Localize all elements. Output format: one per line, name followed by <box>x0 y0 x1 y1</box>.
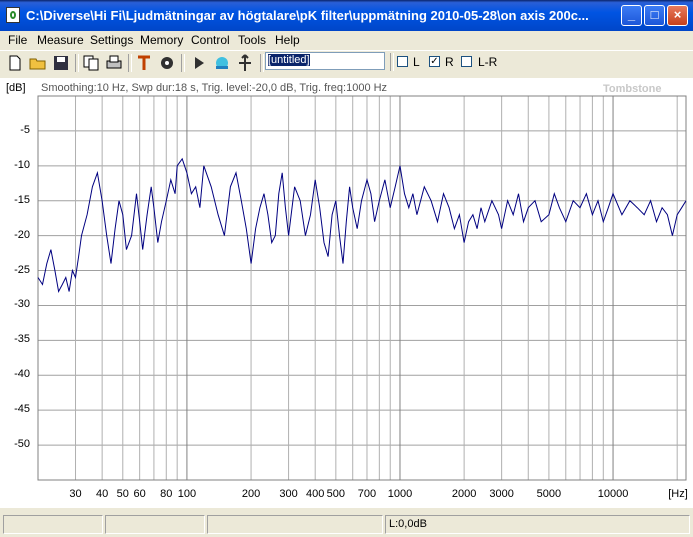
measurement-name-field[interactable]: [untitled] <box>265 52 385 70</box>
toolbar-separator <box>128 54 132 72</box>
app-icon[interactable] <box>6 7 20 23</box>
x-tick-label: 700 <box>357 488 377 500</box>
print-icon[interactable] <box>105 54 123 72</box>
x-tick-label: 50 <box>116 488 129 500</box>
checkbox-r[interactable]: ✓ <box>429 56 440 67</box>
x-tick-label: 1000 <box>387 488 413 500</box>
brand-watermark: Tombstone <box>603 83 662 95</box>
play-icon[interactable] <box>190 54 208 72</box>
x-tick-label: 60 <box>133 488 146 500</box>
window-title: C:\Diverse\Hi Fi\Ljudmätningar av högtal… <box>26 8 589 23</box>
measurement-name-value: [untitled] <box>268 54 310 66</box>
marker-icon[interactable] <box>135 54 153 72</box>
checkbox-l[interactable] <box>397 56 408 67</box>
menu-file[interactable]: File <box>8 33 28 47</box>
new-file-icon[interactable] <box>6 54 24 72</box>
toolbar-separator <box>260 54 264 72</box>
maximize-button[interactable]: □ <box>644 5 665 26</box>
y-axis-unit-label: [dB] <box>6 82 26 94</box>
status-panel <box>105 515 205 534</box>
checkbox-l-r[interactable] <box>461 56 472 67</box>
x-tick-label: 300 <box>279 488 298 500</box>
y-tick-label: -30 <box>14 298 30 311</box>
y-tick-label: -15 <box>14 193 30 206</box>
target-icon[interactable] <box>158 54 176 72</box>
menu-measure[interactable]: Measure <box>37 33 84 47</box>
save-icon[interactable] <box>52 54 70 72</box>
y-tick-label: -10 <box>14 158 30 171</box>
x-tick-label: 80 <box>160 488 173 500</box>
x-tick-label: 100 <box>177 488 197 500</box>
checkbox-l-label: L <box>413 55 420 69</box>
measure-icon[interactable] <box>213 54 231 72</box>
move-icon[interactable] <box>236 54 254 72</box>
x-tick-label: 500 <box>326 488 346 500</box>
x-tick-label: 200 <box>241 488 261 500</box>
measurement-info: Smoothing:10 Hz, Swp dur:18 s, Trig. lev… <box>41 82 388 94</box>
checkbox-r-label: R <box>445 55 454 69</box>
menu-control[interactable]: Control <box>191 33 230 47</box>
x-axis-unit-label: [Hz] <box>668 488 688 500</box>
menu-settings[interactable]: Settings <box>90 33 134 47</box>
status-panel <box>207 515 383 534</box>
response-curve <box>37 157 687 294</box>
y-tick-label: -20 <box>14 228 30 241</box>
x-tick-label: 3000 <box>489 488 514 500</box>
close-button[interactable]: × <box>667 5 688 26</box>
copy-icon[interactable] <box>82 54 100 72</box>
status-value: L:0,0dB <box>385 515 690 534</box>
x-tick-label: 400 <box>306 488 325 500</box>
toolbar-separator <box>75 54 79 72</box>
x-tick-label: 2000 <box>451 488 477 500</box>
toolbar-separator <box>181 54 185 72</box>
toolbar-separator <box>390 53 394 71</box>
x-tick-label: 10000 <box>597 488 629 500</box>
title-bar: C:\Diverse\Hi Fi\Ljudmätningar av högtal… <box>0 0 693 31</box>
y-tick-label: -40 <box>14 368 30 381</box>
x-tick-label: 5000 <box>536 488 562 500</box>
menu-bar: File Measure Settings Memory Control Too… <box>0 31 693 50</box>
menu-help[interactable]: Help <box>275 33 300 47</box>
y-tick-label: -25 <box>14 263 30 276</box>
y-tick-label: -45 <box>14 403 30 416</box>
plot-border <box>37 95 687 481</box>
status-bar: L:0,0dB <box>0 512 693 537</box>
minimize-button[interactable]: _ <box>621 5 642 26</box>
x-tick-label: 30 <box>69 488 82 500</box>
toolbar <box>0 50 693 76</box>
x-tick-label: 40 <box>96 488 109 500</box>
checkbox-l-r-label: L-R <box>478 55 498 69</box>
status-panel <box>3 515 103 534</box>
menu-memory[interactable]: Memory <box>140 33 184 47</box>
y-tick-label: -5 <box>20 123 30 136</box>
menu-tools[interactable]: Tools <box>238 33 267 47</box>
open-folder-icon[interactable] <box>29 54 47 72</box>
y-tick-label: -35 <box>14 333 30 346</box>
y-tick-label: -50 <box>14 438 30 451</box>
graph-area[interactable] <box>0 78 693 508</box>
